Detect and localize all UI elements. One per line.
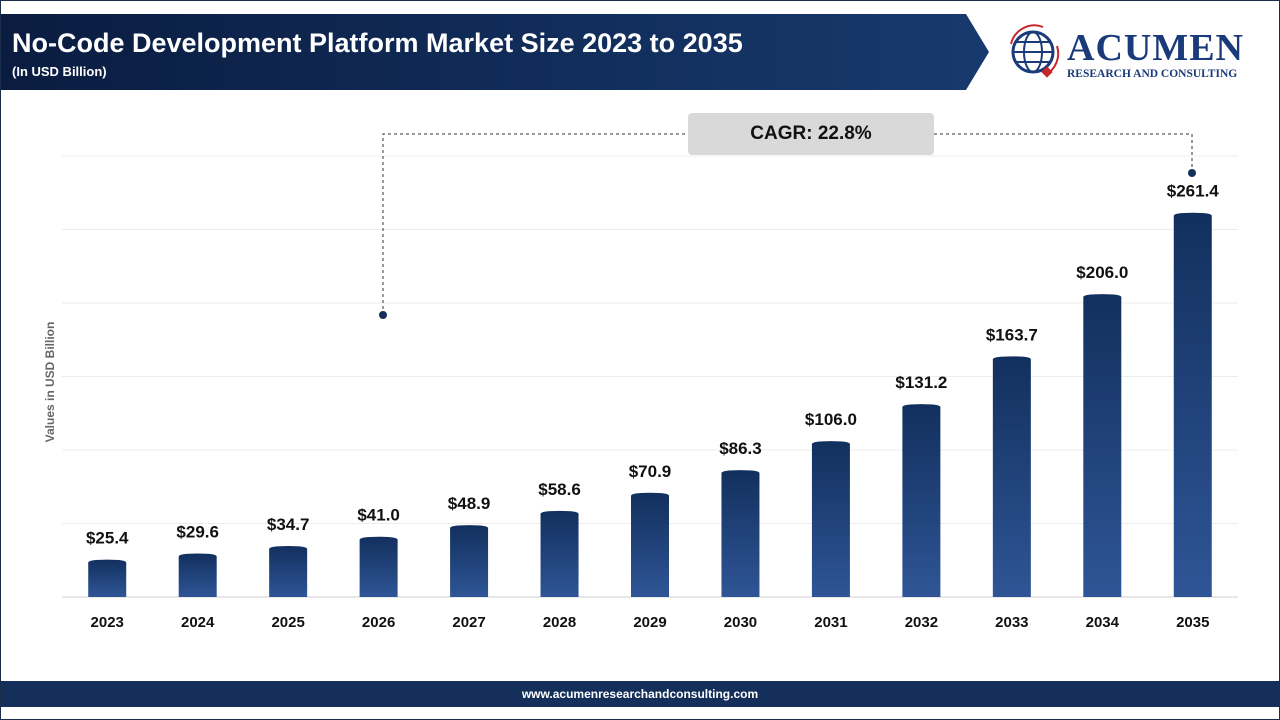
value-label: $70.9	[629, 462, 672, 481]
x-tick-label: 2027	[452, 614, 485, 631]
bar-2026	[359, 536, 398, 597]
x-tick-label: 2026	[362, 614, 395, 631]
connector-dot-end	[1188, 169, 1196, 177]
x-tick-label: 2029	[633, 614, 666, 631]
acumen-logo: ACUMEN RESEARCH AND CONSULTING	[1005, 22, 1265, 82]
bar-2032	[902, 404, 941, 597]
bar-2030	[721, 470, 760, 597]
cagr-connector-right	[934, 133, 1193, 173]
bar-2034	[1083, 294, 1122, 597]
bar-2031	[811, 441, 850, 597]
x-tick-label: 2034	[1086, 614, 1120, 631]
cagr-badge: CAGR: 22.8%	[688, 113, 934, 155]
title-banner	[1, 14, 989, 90]
value-label: $25.4	[86, 529, 129, 548]
x-tick-label: 2025	[271, 614, 304, 631]
value-label: $48.9	[448, 494, 491, 513]
value-label: $58.6	[538, 480, 581, 499]
value-label: $261.4	[1167, 182, 1220, 201]
globe-icon	[1010, 24, 1060, 78]
value-label: $41.0	[357, 506, 400, 525]
x-tick-label: 2028	[543, 614, 576, 631]
value-label: $206.0	[1076, 263, 1128, 282]
logo-name: ACUMEN	[1067, 27, 1244, 69]
value-label: $34.7	[267, 515, 310, 534]
value-label: $163.7	[986, 325, 1038, 344]
x-tick-label: 2035	[1176, 614, 1209, 631]
bar-2029	[631, 492, 669, 597]
value-label: $106.0	[805, 410, 857, 429]
bar-2023	[88, 559, 127, 597]
x-tick-label: 2033	[995, 614, 1028, 631]
x-tick-label: 2023	[91, 614, 124, 631]
bar-2028	[540, 510, 579, 597]
x-tick-label: 2024	[181, 614, 215, 631]
chart-subtitle: (In USD Billion)	[12, 64, 107, 79]
connector-dot-start	[379, 311, 387, 319]
bar-2035	[1173, 212, 1212, 597]
x-tick-label: 2032	[905, 614, 938, 631]
bar-2024	[178, 553, 217, 597]
value-label: $131.2	[895, 373, 947, 392]
chart-title: No-Code Development Platform Market Size…	[12, 28, 743, 58]
bar-2025	[269, 545, 308, 597]
value-label: $86.3	[719, 439, 762, 458]
footer-url[interactable]: www.acumenresearchandconsulting.com	[1, 681, 1279, 707]
bar-2033	[992, 356, 1031, 597]
value-label: $29.6	[176, 522, 219, 541]
cagr-connector	[382, 133, 688, 315]
bar-2027	[450, 525, 489, 597]
x-tick-label: 2030	[724, 614, 757, 631]
logo-tagline: RESEARCH AND CONSULTING	[1067, 68, 1238, 80]
x-tick-label: 2031	[814, 614, 847, 631]
